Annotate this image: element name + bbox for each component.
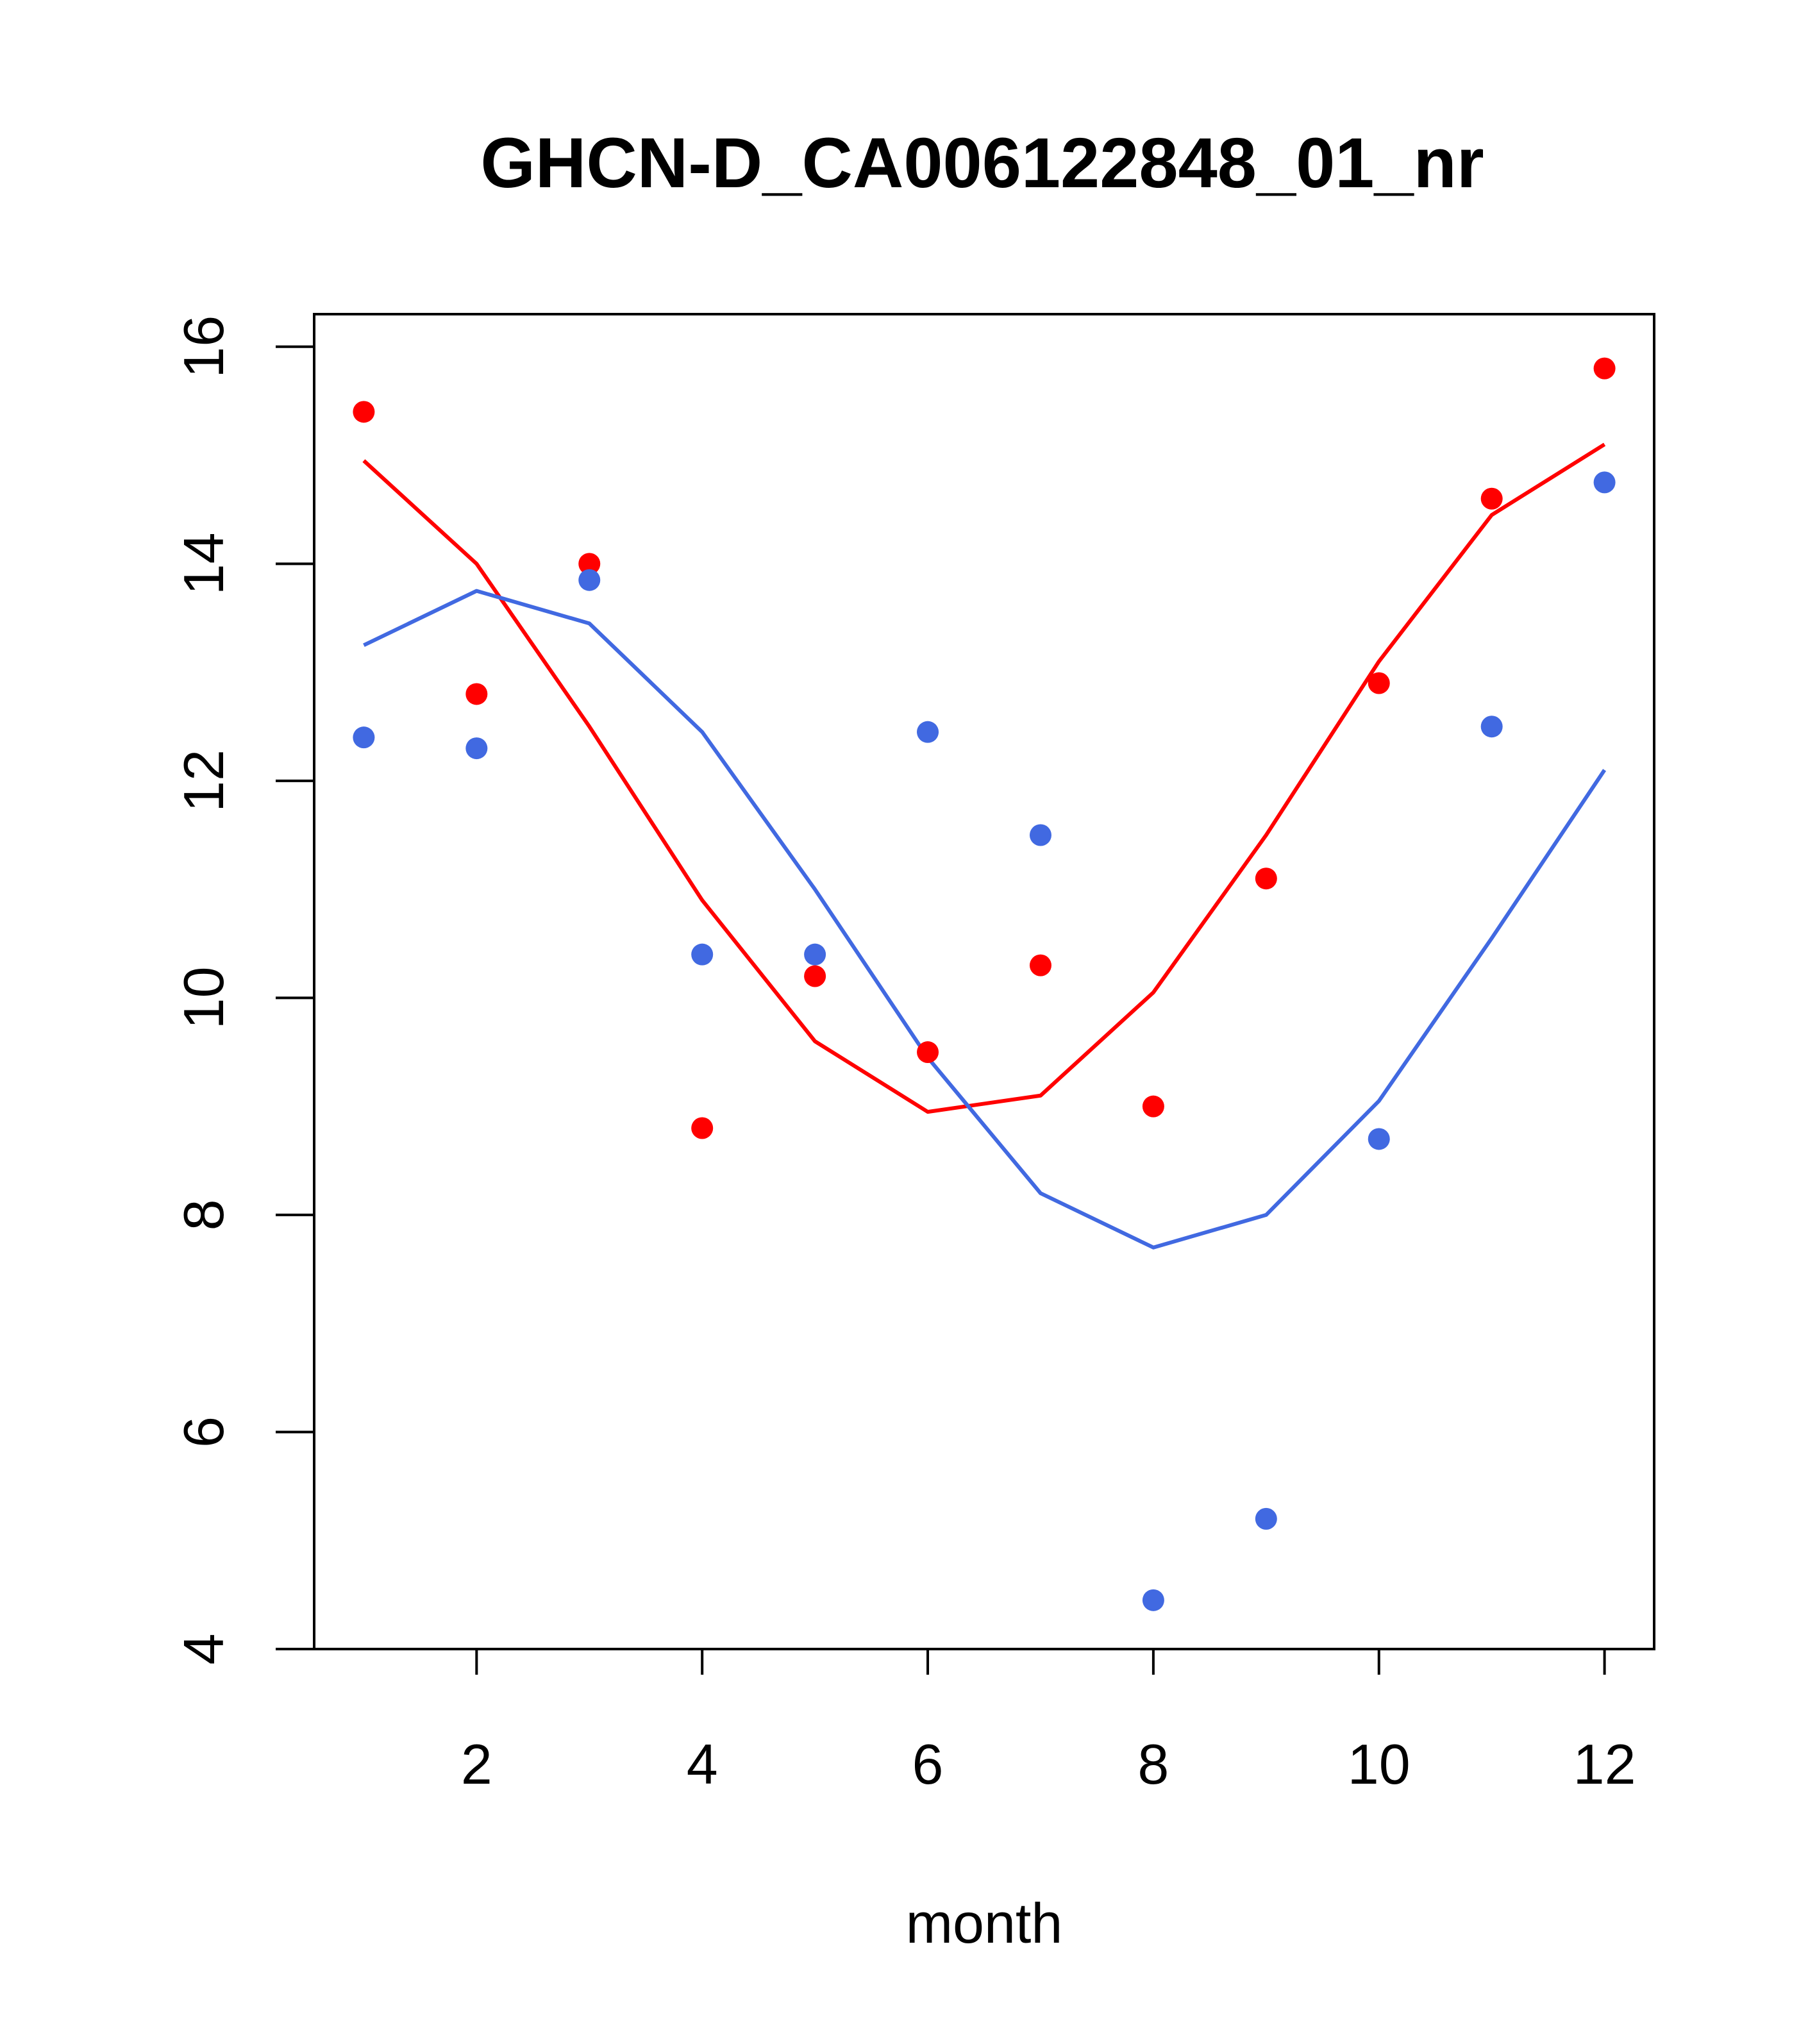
y-tick-label: 10 — [172, 966, 235, 1029]
series-1-point — [465, 683, 488, 705]
series-1-line — [362, 442, 1606, 1114]
series-2-point — [465, 737, 488, 760]
series-2-point — [1368, 1128, 1390, 1150]
y-tick-label: 14 — [172, 532, 235, 595]
series-2-point — [1255, 1507, 1277, 1530]
y-tick-label: 6 — [172, 1416, 235, 1448]
series-2-point — [1480, 716, 1503, 738]
series-2-point — [1593, 471, 1616, 494]
series-2-point — [691, 943, 714, 966]
series-1-point — [1368, 672, 1390, 694]
series-1-point — [1593, 357, 1616, 380]
series-1-point — [1142, 1095, 1164, 1118]
series-1-point — [1255, 867, 1277, 890]
y-tick-label: 12 — [172, 750, 235, 812]
x-axis-label: month — [906, 1891, 1063, 1955]
x-tick-label: 10 — [1348, 1732, 1411, 1796]
series-2-point — [578, 569, 601, 591]
series-lines — [362, 442, 1607, 1250]
y-tick-label: 16 — [172, 315, 235, 378]
plot-frame — [313, 313, 1655, 1650]
series-1-point — [1480, 487, 1503, 510]
y-tick-label: 8 — [172, 1199, 235, 1230]
series-points — [353, 357, 1616, 1611]
x-tick-label: 2 — [461, 1732, 492, 1796]
series-2-line — [363, 589, 1607, 1250]
series-1-point — [917, 1041, 939, 1064]
x-tick-label: 12 — [1573, 1732, 1636, 1796]
series-2-point — [804, 943, 826, 966]
x-tick-label: 4 — [687, 1732, 718, 1796]
x-axis: 2 4 6 8 10 12 — [461, 1648, 1636, 1796]
series-1-point — [691, 1117, 714, 1139]
series-1-point — [353, 401, 375, 423]
x-tick-label: 6 — [912, 1732, 944, 1796]
series-2-point — [1029, 824, 1051, 846]
chart-title: GHCN-D_CA006122848_01_nr — [480, 124, 1484, 203]
series-2-point — [917, 721, 939, 743]
y-tick-label: 4 — [172, 1634, 235, 1665]
series-2-point — [1142, 1589, 1164, 1611]
series-1-point — [578, 553, 601, 575]
y-axis: 4 6 8 10 12 14 16 — [172, 315, 315, 1665]
x-tick-label: 8 — [1137, 1732, 1169, 1796]
series-1-point — [804, 965, 826, 987]
series-1-point — [1029, 954, 1051, 976]
series-2-point — [353, 726, 375, 749]
